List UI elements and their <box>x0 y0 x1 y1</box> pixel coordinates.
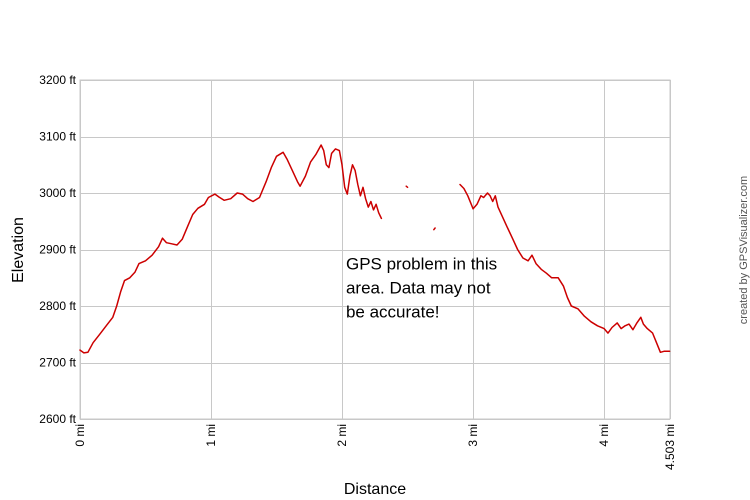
x-tick-label: 3 mi <box>466 424 480 447</box>
annotation-line: area. Data may not <box>346 278 491 297</box>
y-tick-label: 3000 ft <box>39 186 76 200</box>
credit-text: created by GPSVisualizer.com <box>738 176 750 324</box>
y-axis: 2600 ft 2700 ft 2800 ft 2900 ft 3000 ft 3100 … <box>39 73 76 426</box>
annotation-line: be accurate! <box>346 302 440 321</box>
elevation-line-segment <box>459 183 671 354</box>
y-tick-label: 2700 ft <box>39 356 76 370</box>
x-tick-label: 4.503 mi <box>663 424 677 470</box>
elevation-line-segment <box>433 227 436 231</box>
x-tick-label: 0 mi <box>73 424 87 447</box>
y-tick-label: 2600 ft <box>39 412 76 426</box>
series-elevation <box>79 144 671 354</box>
gps-warning-annotation: GPS problem in this area. Data may not be … <box>346 254 497 321</box>
y-axis-title: Elevation <box>10 217 27 283</box>
elevation-line-segment <box>405 185 409 189</box>
elevation-line-segment <box>79 144 383 354</box>
x-tick-label: 2 mi <box>335 424 349 447</box>
plot-frame <box>79 79 671 420</box>
x-axis: 0 mi 1 mi 2 mi 3 mi 4 mi 4.503 mi <box>73 424 677 470</box>
y-tick-label: 3200 ft <box>39 73 76 87</box>
y-tick-label: 2800 ft <box>39 299 76 313</box>
x-axis-title: Distance <box>344 481 406 498</box>
x-tick-label: 1 mi <box>204 424 218 447</box>
y-tick-label: 2900 ft <box>39 243 76 257</box>
grid <box>79 79 671 420</box>
y-tick-label: 3100 ft <box>39 130 76 144</box>
x-tick-label: 4 mi <box>597 424 611 447</box>
annotation-line: GPS problem in this <box>346 254 497 273</box>
